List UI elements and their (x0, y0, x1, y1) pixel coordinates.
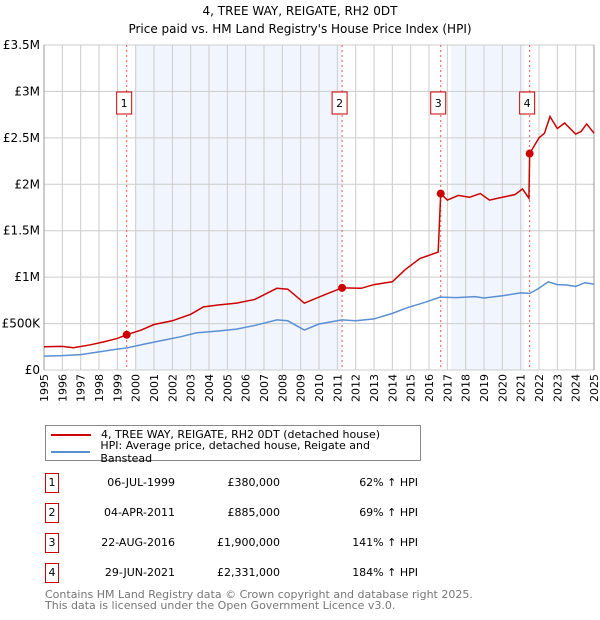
sale-number: 1 (45, 473, 59, 493)
x-tick-label: 1998 (93, 374, 106, 402)
x-tick-label: 2024 (570, 374, 583, 402)
x-tick-label: 2010 (313, 374, 326, 402)
legend-item-property: 4, TREE WAY, REIGATE, RH2 0DT (detached … (46, 426, 380, 443)
sale-number-label: 2 (336, 97, 343, 110)
x-tick-label: 2001 (148, 374, 161, 402)
sale-row: 3 22-AUG-2016 £1,900,000 141% ↑ HPI (45, 533, 465, 553)
sale-point (338, 283, 347, 292)
legend-item-hpi: HPI: Average price, detached house, Reig… (46, 439, 420, 465)
sale-point (122, 330, 131, 339)
legend: 4, TREE WAY, REIGATE, RH2 0DT (detached … (45, 425, 421, 465)
footer: Contains HM Land Registry data © Crown c… (45, 589, 473, 611)
sale-row: 4 29-JUN-2021 £2,331,000 184% ↑ HPI (45, 563, 465, 583)
x-tick-label: 2021 (515, 374, 528, 402)
sale-date: 22-AUG-2016 (101, 536, 175, 549)
sale-price: £380,000 (227, 476, 281, 489)
y-tick-label: £3M (14, 84, 40, 98)
price-chart: 4, TREE WAY, REIGATE, RH2 0DT Price paid… (2, 4, 600, 402)
series-line (43, 114, 595, 349)
x-tick-label: 2004 (203, 374, 216, 402)
x-tick-label: 2008 (276, 374, 289, 402)
y-tick-label: £1.5M (3, 224, 40, 238)
legend-swatch-red (51, 433, 91, 436)
x-tick-label: 2016 (423, 374, 436, 402)
footer-copyright: Contains HM Land Registry data © Crown c… (45, 588, 473, 601)
sale-price: £1,900,000 (217, 536, 280, 549)
sale-date: 29-JUN-2021 (104, 566, 175, 579)
sale-row: 2 04-APR-2011 £885,000 69% ↑ HPI (45, 503, 465, 523)
y-tick-label: £0 (25, 363, 40, 377)
x-tick-label: 2011 (331, 374, 344, 402)
footer-licence: This data is licensed under the Open Gov… (45, 599, 396, 612)
x-tick-label: 1997 (75, 374, 88, 402)
y-tick-label: £500K (2, 317, 42, 331)
sale-number-label: 3 (435, 97, 442, 110)
x-tick-label: 2022 (533, 374, 546, 402)
x-tick-label: 2013 (368, 374, 381, 402)
sale-number: 4 (45, 563, 59, 583)
x-tick-label: 2014 (386, 374, 399, 402)
y-tick-label: £2M (14, 177, 40, 191)
sale-date: 04-APR-2011 (103, 506, 175, 519)
x-tick-label: 2023 (551, 374, 564, 402)
sale-price: £2,331,000 (217, 566, 280, 579)
legend-label: HPI: Average price, detached house, Reig… (100, 438, 370, 465)
x-tick-label: 2015 (405, 374, 418, 402)
sale-number-box (430, 91, 447, 115)
x-tick-label: 2019 (478, 374, 491, 402)
x-tick-label: 2017 (441, 374, 454, 402)
sale-point (525, 149, 534, 158)
x-tick-label: 2009 (295, 374, 308, 402)
x-tick-label: 2020 (496, 374, 509, 402)
x-tick-label: 2006 (240, 374, 253, 402)
sale-number-box (116, 91, 133, 115)
sale-number: 3 (45, 533, 59, 553)
sale-number-box (519, 91, 536, 115)
x-tick-label: 2018 (460, 374, 473, 402)
y-tick-label: £1M (14, 270, 40, 284)
chart-title: 4, TREE WAY, REIGATE, RH2 0DT (203, 4, 399, 18)
sale-number: 2 (45, 503, 59, 523)
sale-number-box (331, 91, 348, 115)
sale-number-label: 4 (524, 97, 531, 110)
sale-price: £885,000 (227, 506, 281, 519)
sale-date: 06-JUL-1999 (107, 476, 175, 489)
x-tick-label: 2003 (185, 374, 198, 402)
x-tick-label: 1995 (38, 374, 51, 402)
shaded-band (451, 45, 525, 370)
sale-hpi-change: 141% ↑ HPI (352, 536, 418, 549)
x-tick-label: 1996 (56, 374, 69, 402)
sale-hpi-change: 62% ↑ HPI (359, 476, 418, 489)
sale-hpi-change: 69% ↑ HPI (359, 506, 418, 519)
x-tick-label: 1999 (111, 374, 124, 402)
y-tick-label: £3.5M (3, 38, 40, 52)
x-tick-label: 2025 (588, 374, 600, 402)
legend-swatch-blue (51, 450, 91, 453)
x-tick-label: 2000 (130, 374, 143, 402)
sale-number-label: 1 (121, 97, 128, 110)
sale-row: 1 06-JUL-1999 £380,000 62% ↑ HPI (45, 473, 465, 493)
x-tick-label: 2002 (166, 374, 179, 402)
sale-hpi-change: 184% ↑ HPI (352, 566, 418, 579)
x-tick-label: 2005 (221, 374, 234, 402)
sale-point (436, 189, 445, 198)
x-tick-label: 2007 (258, 374, 271, 402)
y-tick-label: £2.5M (3, 131, 40, 145)
series-line (43, 280, 595, 357)
chart-subtitle: Price paid vs. HM Land Registry's House … (128, 22, 471, 36)
shaded-band (135, 45, 342, 370)
x-tick-label: 2012 (350, 374, 363, 402)
legend-label: 4, TREE WAY, REIGATE, RH2 0DT (detached … (101, 428, 381, 441)
